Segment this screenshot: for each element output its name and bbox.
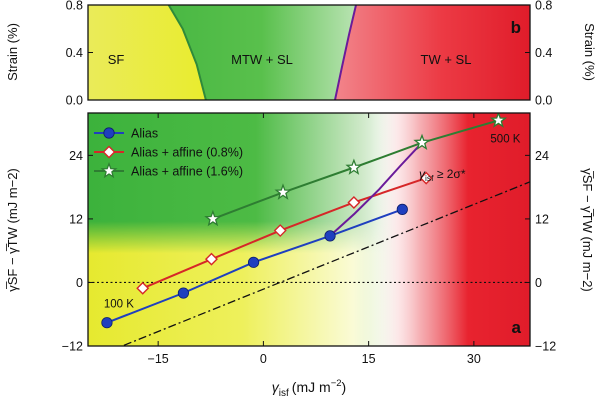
panel-a-frame xyxy=(87,112,531,347)
xlabel-sup: −2 xyxy=(331,378,342,389)
legend-marker-0 xyxy=(103,127,115,139)
panel-a: −15 0 15 30 −12 −12 0 0 12 12 24 24 Alias Alias + af… xyxy=(5,112,595,399)
series-0-point xyxy=(247,256,260,268)
series-0-point xyxy=(101,317,113,329)
xlabel-unit: (mJ m xyxy=(292,379,331,395)
b-ytick-label-left: 0.8 xyxy=(66,0,83,13)
b-ytick-label-right: 0.4 xyxy=(535,46,552,60)
legend-label-2: Alias + affine (1.6%) xyxy=(131,165,243,179)
panel-a-ylabel-left: γ̅SF − γ̅TW (mJ m−2) xyxy=(5,168,20,292)
region-label-sf: SF xyxy=(108,52,125,67)
annotation-500k: 500 K xyxy=(490,134,520,146)
legend-label-1: Alias + affine (0.8%) xyxy=(131,146,243,160)
series-0-point xyxy=(396,203,408,215)
a-xtick-label: 15 xyxy=(362,352,376,366)
legend-marker-2 xyxy=(100,161,118,179)
a-ytick-label-right: −12 xyxy=(535,340,556,354)
xlabel-main: γ xyxy=(272,379,280,395)
boundary-sf-mtw xyxy=(167,5,207,100)
b-ytick-label-left: 0.0 xyxy=(66,94,83,108)
boundary-mtw-tw xyxy=(334,5,357,100)
a-xtick-label: 30 xyxy=(467,352,481,366)
panel-b-ylabel-right: Strain (%) xyxy=(582,23,597,81)
a-ytick-label-left: 24 xyxy=(69,149,83,163)
a-ytick-label-left: −12 xyxy=(62,340,83,354)
legend-marker-1 xyxy=(102,145,116,159)
panel-b-yticks: 0.0 0.0 0.4 0.4 0.8 0.8 xyxy=(66,0,553,108)
xlabel-sub: isf xyxy=(279,388,289,399)
a-ytick-label-right: 12 xyxy=(535,212,549,226)
series-1-point xyxy=(419,171,433,185)
panel-a-label: a xyxy=(512,318,522,337)
series-0-point xyxy=(324,230,336,242)
legend: Alias Alias + affine (0.8%) Alias + affine… xyxy=(94,127,243,179)
panel-b-label: b xyxy=(511,18,521,37)
region-sf xyxy=(88,5,206,100)
series-1-point xyxy=(273,224,287,238)
series-2-point xyxy=(274,183,292,200)
b-ytick-label-left: 0.4 xyxy=(66,46,83,60)
markers-group xyxy=(101,113,508,329)
background-red xyxy=(88,113,530,346)
criterion-label: γisf ≥ 2σ* xyxy=(419,167,466,183)
series-1-point xyxy=(204,252,218,266)
series-2-point xyxy=(413,133,431,151)
a-xtick-label: −15 xyxy=(148,352,169,366)
b-ytick-label-right: 0.8 xyxy=(535,0,552,13)
region-label-mtw-sl: MTW + SL xyxy=(231,52,293,67)
legend-label-0: Alias xyxy=(131,127,158,141)
panel-b: 0.0 0.0 0.4 0.4 0.8 0.8 SF MTW + SL TW + SL b… xyxy=(5,0,597,108)
series-0-point xyxy=(177,287,190,299)
criterion-label-rest: ≥ 2σ* xyxy=(434,167,466,181)
criterion-curve xyxy=(329,142,423,237)
series-2-point xyxy=(345,158,363,175)
region-label-tw-sl: TW + SL xyxy=(421,52,472,67)
a-xtick-label: 0 xyxy=(260,352,267,366)
series-1-point xyxy=(347,196,361,209)
xlabel-close: ) xyxy=(342,379,347,395)
annotation-100k: 100 K xyxy=(104,298,134,310)
a-ytick-label-right: 0 xyxy=(535,276,542,290)
criterion-label-main: γ xyxy=(419,167,426,181)
a-ytick-label-left: 12 xyxy=(69,212,83,226)
criterion-label-sub: isf xyxy=(425,173,434,183)
series-1-point xyxy=(136,281,150,295)
reference-line xyxy=(120,181,530,346)
b-ytick-label-right: 0.0 xyxy=(535,94,552,108)
a-ytick-label-right: 24 xyxy=(535,149,549,163)
panel-a-ticks: −15 0 15 30 −12 −12 0 0 12 12 24 24 xyxy=(62,113,556,366)
panel-a-xlabel: γisf (mJ m−2) xyxy=(272,378,346,399)
panel-a-ylabel-right: γ̅SF − γ̅TW (mJ m−2) xyxy=(580,168,595,292)
a-ytick-label-left: 0 xyxy=(76,276,83,290)
series-2-point xyxy=(489,113,508,128)
panel-b-ylabel-left: Strain (%) xyxy=(5,23,20,81)
series-2-point xyxy=(204,209,222,227)
